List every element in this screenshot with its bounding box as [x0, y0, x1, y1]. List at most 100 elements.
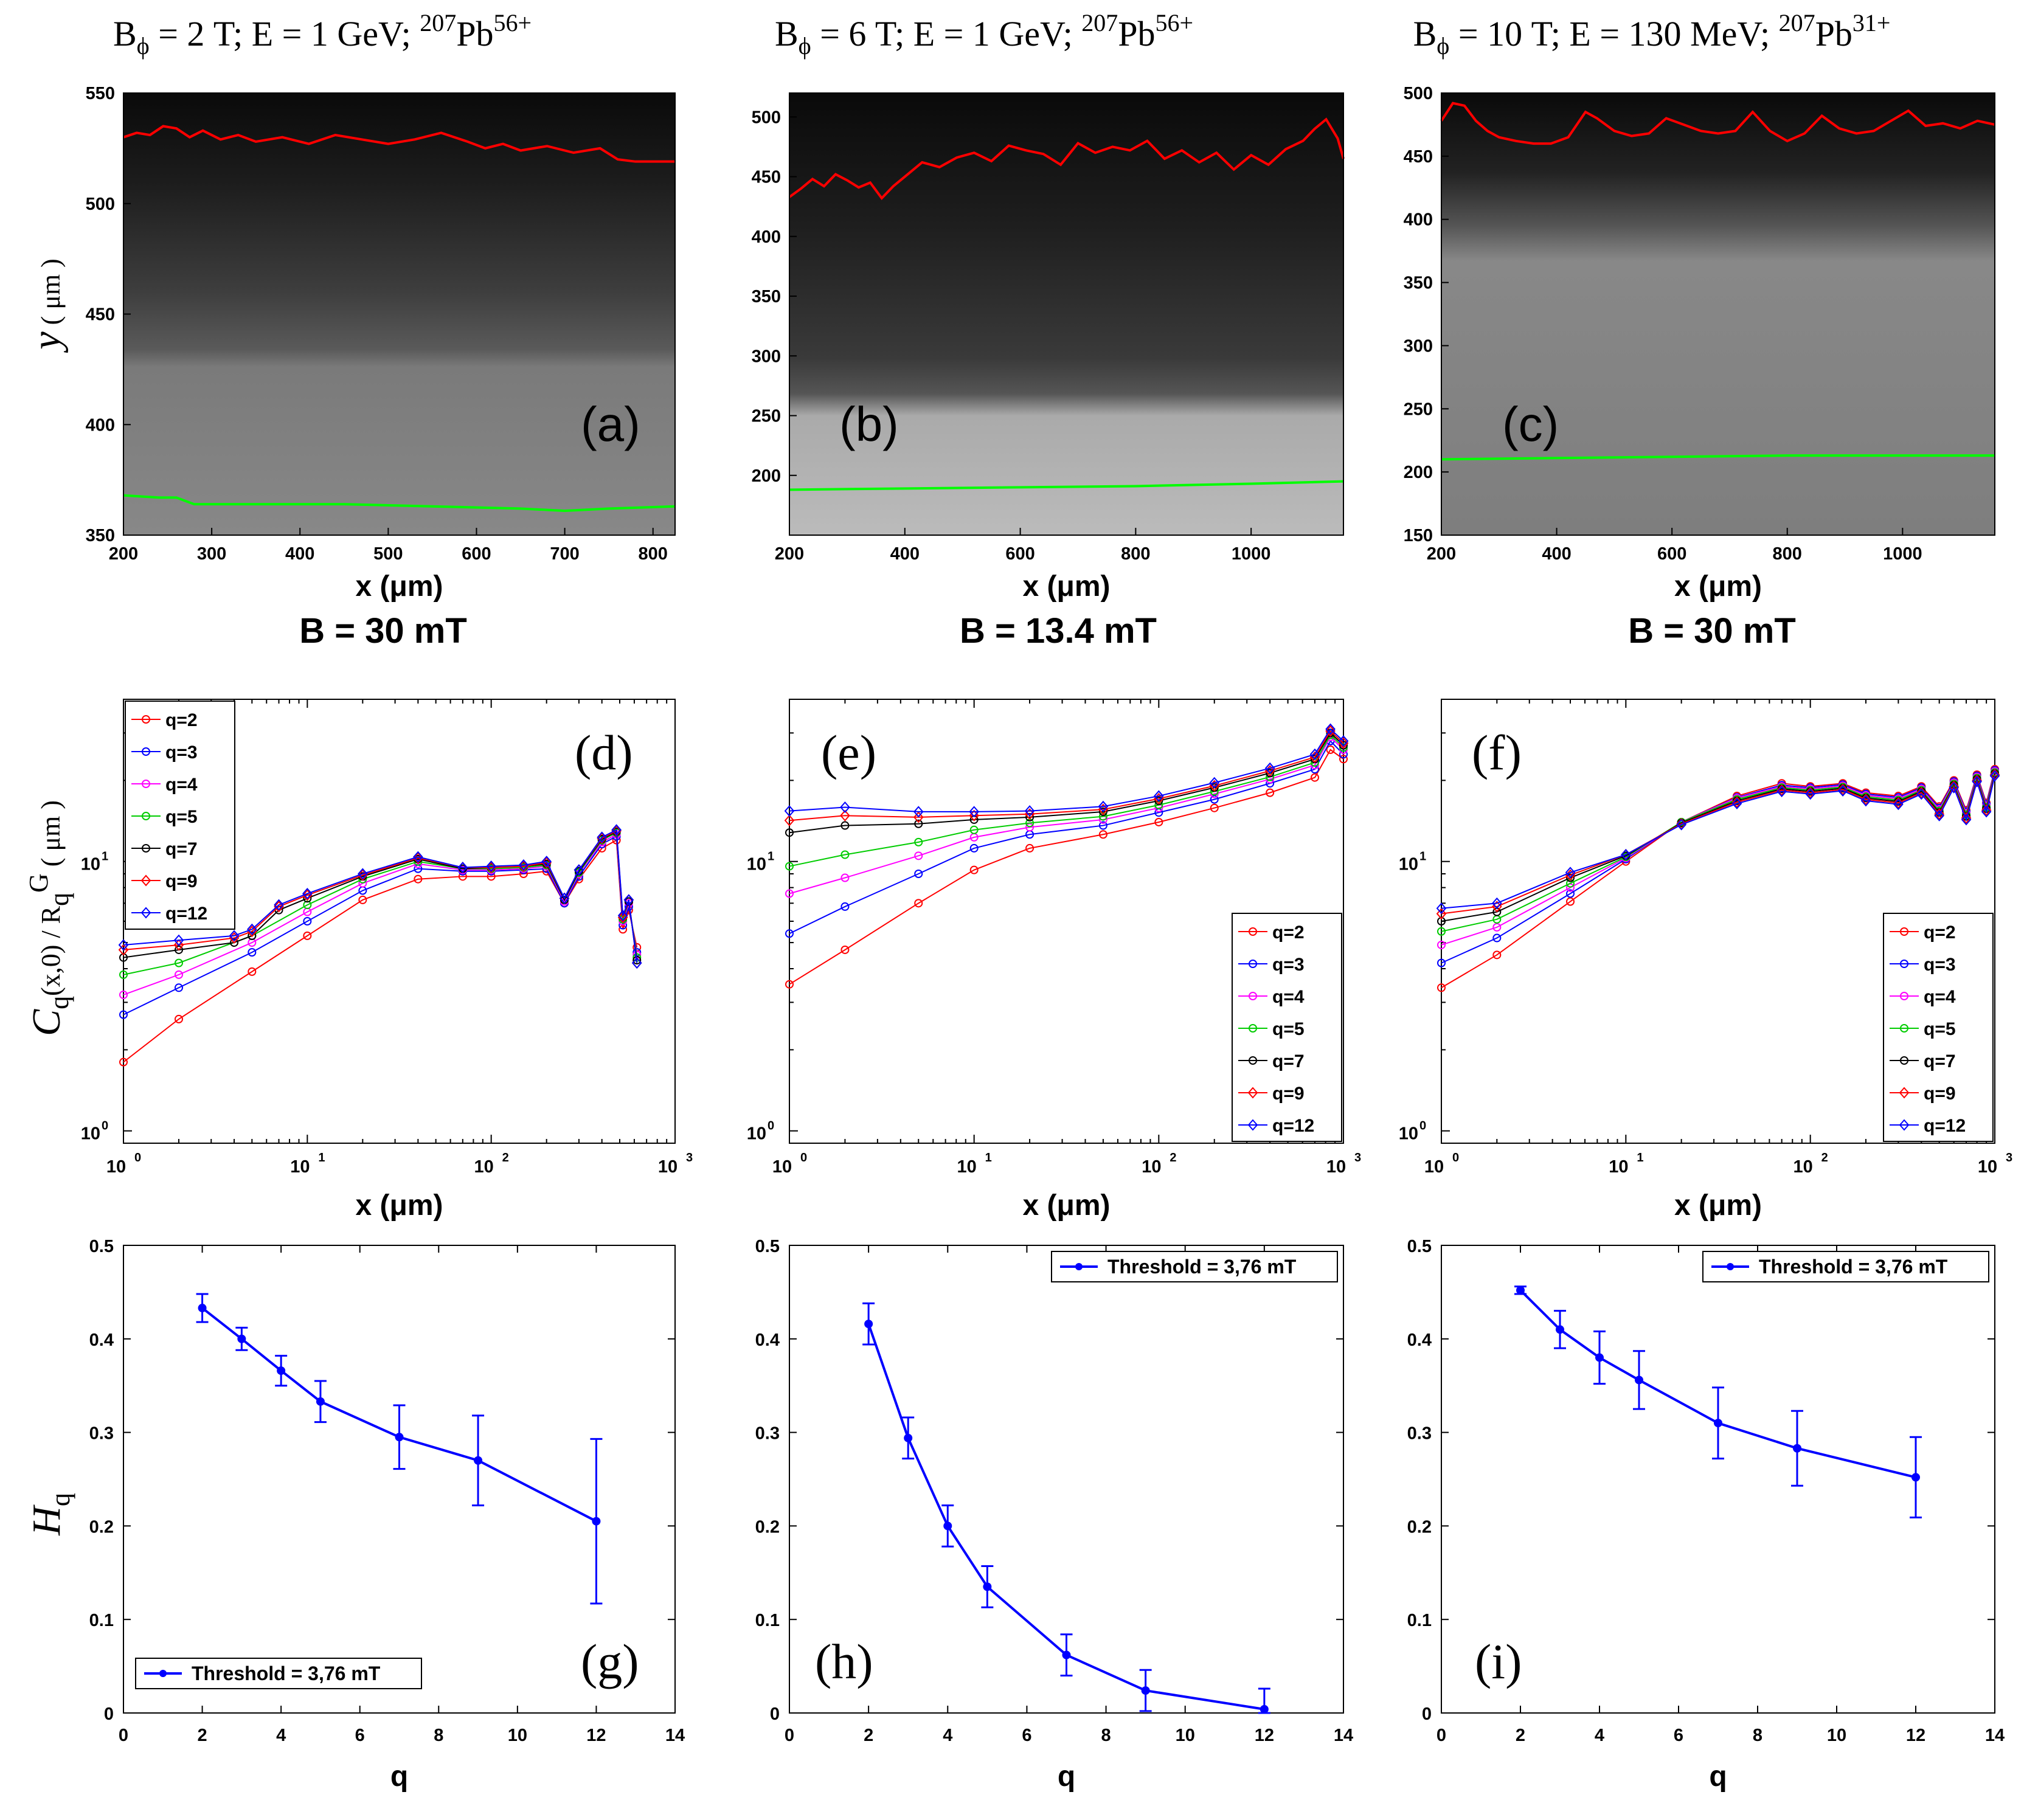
data-point	[943, 1521, 952, 1531]
legend-label: q=12	[165, 904, 207, 924]
data-point	[1893, 798, 1904, 811]
data-point	[785, 980, 794, 989]
data-point	[1325, 725, 1336, 737]
legend-marker	[1900, 1024, 1908, 1033]
x-tick-label: 10	[1176, 1726, 1195, 1745]
data-point	[1098, 830, 1107, 839]
data-point	[119, 990, 128, 999]
x-tick-label: 0	[785, 1726, 794, 1745]
x-tick-label: 10	[1326, 1157, 1346, 1177]
legend-label: q=12	[1272, 1116, 1314, 1136]
data-point	[914, 899, 923, 908]
data-point	[914, 819, 923, 828]
panel-g: 0 2 4 6 8 10 12 14 0 0.1 0.2 0.3 0.4 0.5 q (g) Threshold…	[89, 1237, 685, 1793]
data-point	[1805, 787, 1815, 799]
red-front-line	[1440, 102, 1995, 145]
x-tick-label: 10	[508, 1726, 527, 1745]
legend-marker	[1247, 1087, 1258, 1099]
y-tick-label: 10	[81, 855, 100, 874]
data-point	[175, 945, 184, 954]
data-point	[1949, 781, 1960, 794]
x-tick-label: 10	[1424, 1157, 1444, 1177]
panel-b: 200 400 600 800 1000 200 250 300 350 400 450 500 x (…	[752, 92, 1345, 603]
data-point	[413, 852, 423, 864]
x-tick-exp: 3	[2006, 1151, 2012, 1164]
legend-marker	[142, 780, 150, 788]
x-tick-label: 600	[1657, 544, 1686, 564]
data-point	[118, 939, 129, 951]
y-tick-label: 0.5	[89, 1237, 114, 1256]
data-point	[969, 806, 979, 818]
data-point	[198, 1304, 207, 1313]
axes-frame	[123, 92, 676, 536]
y-axis-label-bot: Hq	[24, 1493, 75, 1536]
x-tick-label: 4	[1595, 1726, 1604, 1745]
data-point	[1154, 790, 1164, 802]
y-tick-label: 400	[1404, 210, 1433, 230]
y-tick-label: 10	[747, 1124, 766, 1144]
x-tick-exp: 2	[1821, 1151, 1828, 1164]
data-point	[1916, 788, 1927, 800]
data-point	[840, 850, 850, 859]
data-point	[274, 899, 284, 911]
data-point	[230, 938, 239, 947]
y-tick-label: 0.4	[755, 1330, 780, 1350]
x-tick-label: 8	[1101, 1726, 1111, 1745]
data-point	[413, 851, 423, 863]
x-tick-label: 8	[434, 1726, 443, 1745]
legend-label: q=4	[165, 775, 198, 795]
data-point	[914, 837, 923, 846]
data-point	[1776, 785, 1787, 798]
panel-c: 200 400 600 800 1000150200250300350400450500…	[1404, 84, 1995, 603]
data-point	[175, 970, 184, 979]
x-axis-label: q	[390, 1760, 408, 1793]
panel-d: 10 0 10 1 10 2 10 310 010 1x (μm)(d)q=2q=3q=4q=5q…	[81, 699, 693, 1222]
y-tick-label: 0.4	[89, 1330, 114, 1350]
legend-label: q=9	[165, 871, 198, 891]
legend-label: Threshold = 3,76 mT	[1107, 1256, 1297, 1278]
data-point	[237, 1334, 246, 1343]
data-point	[1492, 950, 1502, 960]
legend: Threshold = 3,76 mT	[1702, 1251, 1989, 1282]
x-tick-label: 4	[276, 1726, 286, 1745]
data-point	[277, 1366, 286, 1375]
series-line	[789, 733, 1344, 867]
data-point	[1934, 809, 1945, 822]
x-axis-label: x (μm)	[1022, 570, 1110, 603]
legend-label: Threshold = 3,76 mT	[192, 1663, 381, 1684]
data-point	[1325, 723, 1336, 735]
panel-label: (f)	[1472, 725, 1522, 780]
legend-marker	[1899, 1119, 1910, 1131]
data-point	[1714, 1419, 1722, 1428]
panel-i: 0 2 4 6 8 10 12 14 0 0.1 0.2 0.3 0.4 0.5 q (i) Threshold…	[1407, 1237, 2005, 1793]
y-tick-exp: 1	[102, 850, 108, 863]
data-point	[1260, 1704, 1269, 1714]
legend-label: q=2	[1272, 922, 1305, 943]
x-tick-label: 6	[355, 1726, 365, 1745]
x-tick-label: 200	[775, 544, 804, 564]
data-point	[1437, 983, 1446, 992]
data-point	[302, 888, 313, 900]
data-point	[1437, 958, 1446, 967]
data-point	[303, 931, 312, 940]
legend-marker	[142, 715, 150, 724]
red-front-line	[123, 125, 675, 163]
data-point	[316, 1397, 325, 1406]
legend-label: Threshold = 3,76 mT	[1759, 1256, 1948, 1278]
data-point	[914, 869, 923, 878]
panel-a: 200 300 400 500 600 700 800 350 400 450 500 550 x (μ…	[86, 84, 676, 603]
y-tick-label: 0.3	[1407, 1424, 1432, 1444]
data-point	[1436, 908, 1447, 920]
data-point	[1098, 800, 1109, 812]
data-point	[1860, 795, 1871, 807]
legend: Threshold = 3,76 mT	[1051, 1251, 1338, 1282]
x-tick-label: 10	[1978, 1157, 1997, 1177]
legend-label: q=7	[1272, 1051, 1305, 1071]
data-point	[1837, 784, 1848, 797]
x-axis-label: x (μm)	[1674, 1189, 1762, 1222]
y-tick-label: 0.3	[89, 1424, 114, 1444]
legend-label: q=7	[165, 839, 198, 859]
y-tick-label: 0.1	[89, 1611, 114, 1630]
legend-marker	[140, 907, 151, 919]
legend-marker	[1249, 960, 1257, 968]
